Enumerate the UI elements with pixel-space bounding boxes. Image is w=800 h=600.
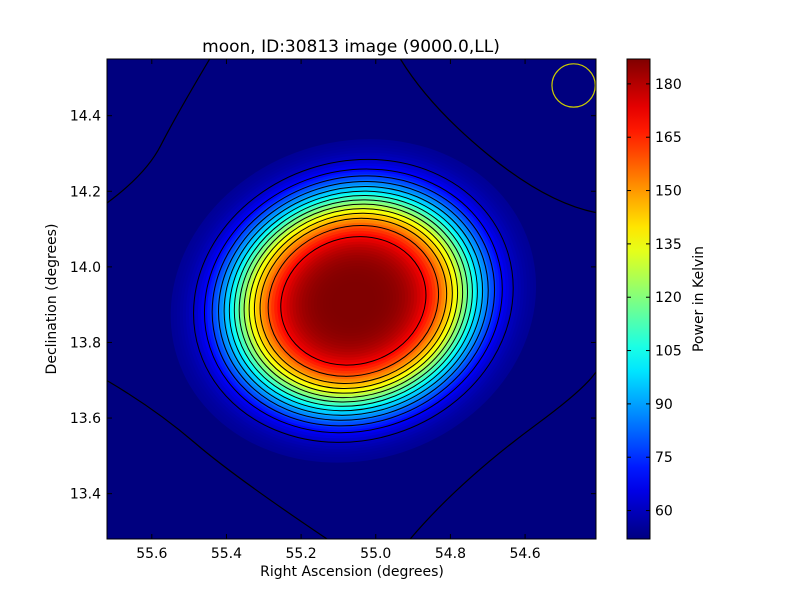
y-tick-label: 14.4 — [70, 109, 101, 125]
background-contours — [107, 59, 596, 539]
contour-line — [267, 224, 440, 377]
y-tick-label: 14.2 — [70, 184, 101, 200]
colorbar-frame — [626, 58, 651, 540]
x-axis: 55.6 55.4 55.2 55.0 54.8 54.6 — [136, 59, 541, 562]
colorbar-gradient — [627, 59, 650, 539]
contour-line — [211, 175, 496, 427]
y-axis-label: Declination (degrees) — [44, 224, 60, 375]
plot-frame — [106, 58, 597, 540]
contour-line — [193, 158, 514, 443]
colorbar-tick-label: 165 — [655, 130, 682, 146]
colorbar-ticks: 60 75 90 105 120 135 150 165 180 — [627, 77, 682, 520]
background-contour — [107, 59, 211, 204]
colorbar-tick-label: 180 — [655, 77, 682, 93]
contour-line — [259, 217, 448, 384]
contour-line — [228, 190, 478, 412]
x-tick-label: 55.0 — [360, 546, 391, 562]
colorbar: 60 75 90 105 120 135 150 165 180 — [626, 58, 682, 540]
x-tick-label: 54.6 — [509, 546, 540, 562]
colorbar-tick-label: 60 — [655, 504, 673, 520]
colorbar-tick-label: 150 — [655, 184, 682, 200]
x-axis-label: Right Ascension (degrees) — [260, 564, 444, 580]
contour-line — [218, 180, 489, 421]
contour-lines — [193, 158, 514, 443]
colorbar-tick-label: 120 — [655, 290, 682, 306]
background-contour — [107, 380, 328, 539]
contour-line — [203, 168, 503, 434]
x-tick-label: 55.6 — [136, 546, 167, 562]
contour-line — [243, 203, 464, 399]
contour-line — [233, 194, 473, 407]
moon-intensity-ring — [350, 298, 357, 304]
plot-area — [107, 59, 596, 539]
colorbar-tick-label: 75 — [655, 450, 673, 466]
y-tick-label: 13.4 — [70, 487, 101, 503]
background-contour — [409, 356, 596, 539]
moon-source — [170, 139, 537, 463]
chart-title: moon, ID:30813 image (9000.0,LL) — [202, 37, 500, 57]
y-tick-label: 13.8 — [70, 335, 101, 351]
contour-line — [253, 212, 453, 390]
colorbar-label: Power in Kelvin — [691, 246, 707, 352]
colorbar-tick-label: 105 — [655, 344, 682, 360]
background-contour — [399, 59, 596, 214]
colorbar-tick-label: 90 — [655, 397, 673, 413]
contour-line — [248, 208, 459, 394]
x-tick-label: 54.8 — [435, 546, 466, 562]
y-tick-label: 13.6 — [70, 411, 101, 427]
contour-line — [238, 199, 469, 403]
y-tick-label: 14.0 — [70, 260, 101, 276]
colorbar-tick-label: 135 — [655, 237, 682, 253]
x-tick-label: 55.2 — [286, 546, 317, 562]
y-axis: 13.4 13.6 13.8 14.0 14.2 14.4 — [70, 109, 596, 503]
contour-line — [280, 236, 427, 366]
beam-marker — [551, 63, 596, 108]
x-tick-label: 55.4 — [211, 546, 242, 562]
contour-line — [223, 185, 484, 416]
